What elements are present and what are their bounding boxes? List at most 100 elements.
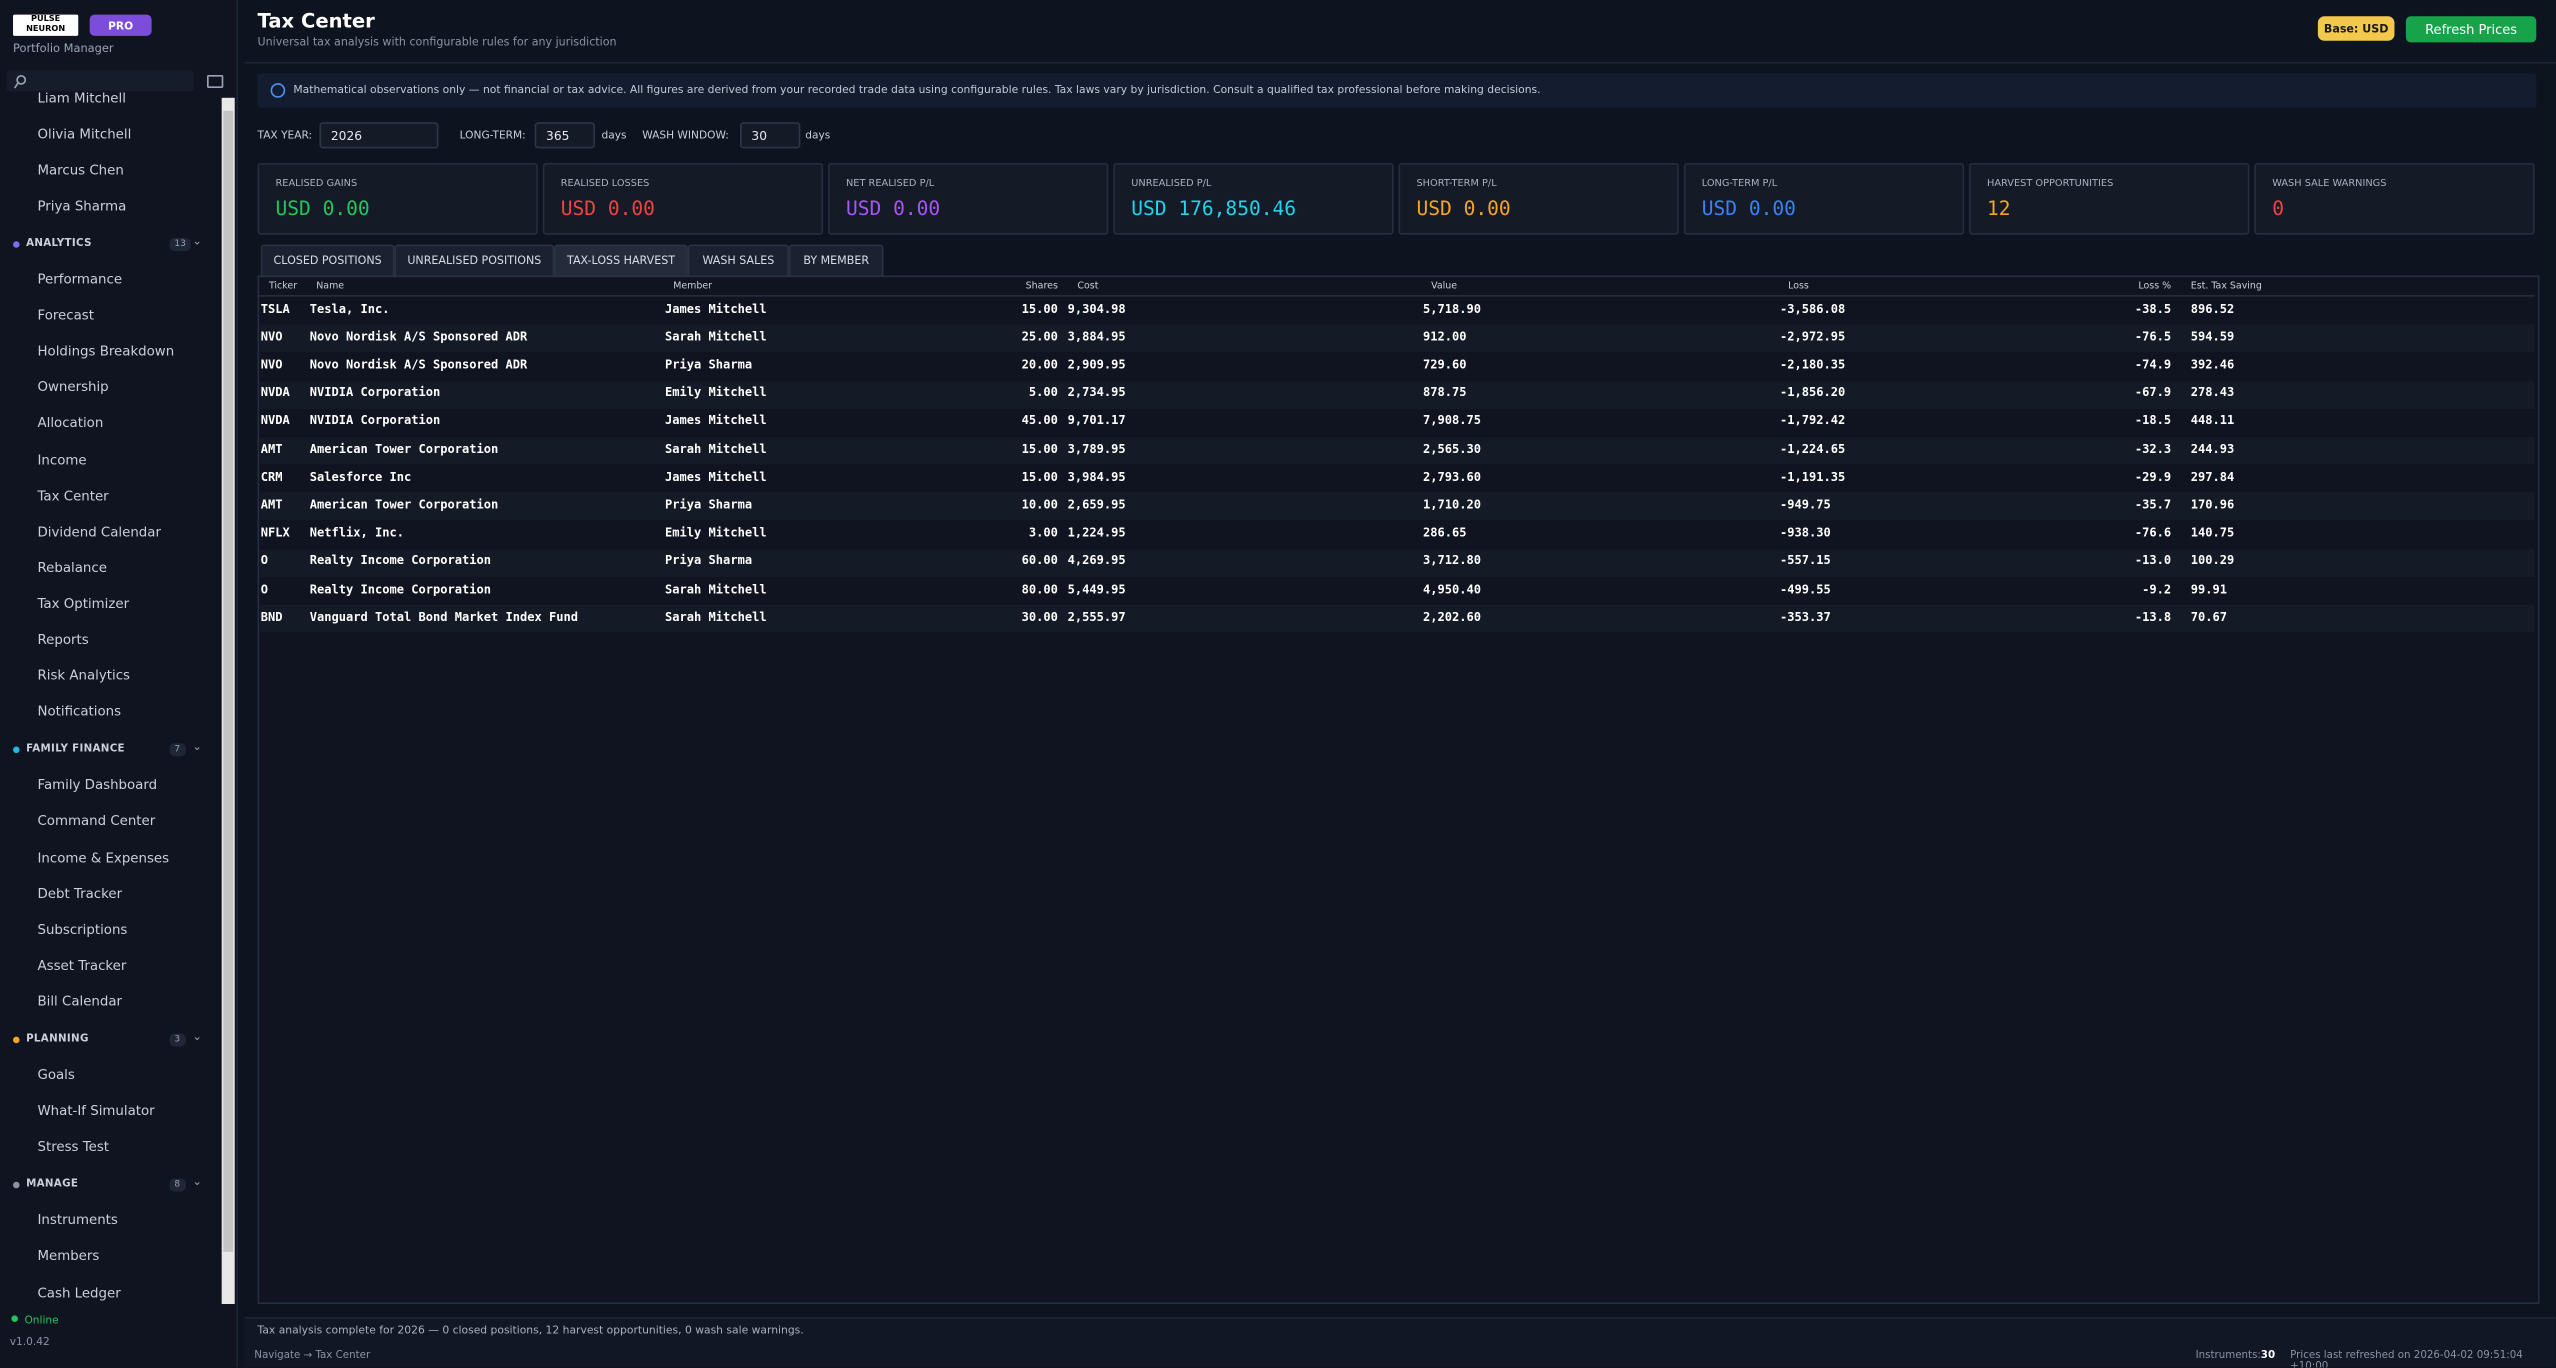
sidebar: PULSE NEURON PRO Portfolio Manager Onlin…: [0, 0, 238, 1368]
table-cell: 3,884.95: [1067, 328, 1126, 344]
nav-item[interactable]: Cash Ledger: [23, 1284, 120, 1300]
nav-item[interactable]: Allocation: [23, 415, 103, 431]
base-currency[interactable]: Base: USD: [2317, 16, 2395, 41]
table-cell: AMT: [260, 440, 283, 456]
table-cell: NVIDIA Corporation: [309, 412, 441, 428]
notice: Mathematical observations only — not fin…: [293, 83, 1541, 97]
nav-item[interactable]: Debt Tracker: [23, 884, 122, 900]
nav-item[interactable]: Dividend Calendar: [23, 523, 160, 539]
tab[interactable]: UNREALISED POSITIONS: [394, 244, 555, 278]
section-dot: [13, 240, 20, 247]
nav-item[interactable]: Bill Calendar: [23, 992, 122, 1008]
table-cell: -38.5: [2134, 300, 2172, 316]
nav-item[interactable]: Subscriptions: [23, 920, 128, 936]
tab[interactable]: WASH SALES: [687, 244, 789, 278]
nav-item[interactable]: Liam Mitchell: [23, 90, 125, 106]
section-header[interactable]: PLANNING: [13, 1033, 89, 1045]
nav-label: Goals: [37, 1066, 75, 1083]
table-cell: BND: [260, 609, 283, 624]
nav-item[interactable]: Income: [23, 450, 87, 467]
kpi-value: USD 176,850.46: [1131, 197, 1297, 221]
divider: [244, 61, 2556, 64]
nav-item[interactable]: Members: [23, 1248, 99, 1264]
table-cell: 2,555.97: [1067, 609, 1126, 624]
long-term-input[interactable]: 365: [534, 122, 595, 149]
nav-item[interactable]: Tax Optimizer: [23, 595, 129, 611]
search-box[interactable]: [6, 70, 194, 92]
table-cell: -74.9: [2134, 356, 2172, 372]
tab[interactable]: BY MEMBER: [788, 244, 884, 278]
table-cell: 15.00: [1021, 468, 1058, 484]
kpi-card: SHORT-TERM P/L USD 0.00: [1398, 163, 1679, 235]
scrollbar: [221, 97, 235, 1304]
nav-label: Forecast: [37, 306, 94, 323]
nav-item[interactable]: Rebalance: [23, 558, 107, 576]
page-title: Tax Center: [257, 9, 375, 33]
nav-item[interactable]: Marcus Chen: [23, 161, 124, 178]
table-cell: 100.29: [2190, 553, 2235, 568]
chevron[interactable]: ⌄: [192, 740, 202, 754]
nav-item[interactable]: Goals: [23, 1066, 75, 1083]
nav-item[interactable]: Holdings Breakdown: [23, 343, 174, 359]
chevron[interactable]: ⌄: [192, 234, 202, 248]
nav-item[interactable]: Family Dashboard: [23, 776, 157, 792]
nav-item[interactable]: Priya Sharma: [23, 197, 126, 213]
table-cell: NVO: [260, 356, 283, 372]
section-header[interactable]: FAMILY FINANCE: [13, 744, 125, 755]
table-cell: NVDA: [260, 384, 290, 400]
table-cell: 878.75: [1422, 384, 1467, 400]
section-header[interactable]: MANAGE: [13, 1179, 78, 1190]
nav-item[interactable]: What-If Simulator: [23, 1102, 154, 1118]
nav-item[interactable]: Stress Test: [23, 1138, 109, 1154]
nav-label: Reports: [37, 630, 89, 648]
nav-label: Marcus Chen: [37, 161, 124, 178]
table-panel: [257, 275, 2540, 1305]
table-cell: O: [260, 553, 269, 568]
nav-label: Olivia Mitchell: [37, 125, 132, 142]
pro-badge: PRO: [89, 14, 152, 36]
nav-item[interactable]: Command Center: [23, 812, 155, 828]
section-header[interactable]: ANALYTICS: [13, 238, 92, 249]
kpi-value: USD 0.00: [275, 197, 370, 221]
nav-item[interactable]: Risk Analytics: [23, 667, 130, 683]
table-cell: James Mitchell: [665, 468, 767, 484]
table-cell: -949.75: [1779, 496, 1831, 512]
table-cell: 9,701.17: [1067, 412, 1126, 428]
nav-item[interactable]: Income & Expenses: [23, 848, 169, 864]
kpi-value: USD 0.00: [560, 197, 655, 221]
scroll-thumb[interactable]: [223, 110, 234, 1252]
nav-item[interactable]: Reports: [23, 630, 89, 648]
nav-item[interactable]: Performance: [23, 271, 122, 287]
section-title: ANALYTICS: [26, 237, 92, 250]
nav-item[interactable]: Ownership: [23, 379, 109, 395]
chevron[interactable]: ⌄: [192, 1175, 202, 1189]
instruments-label: Instruments:: [2195, 1349, 2261, 1362]
tab[interactable]: TAX-LOSS HARVEST: [554, 244, 688, 278]
table-cell: -2,180.35: [1779, 356, 1846, 372]
nav-label: Debt Tracker: [37, 884, 123, 901]
nav-item[interactable]: Olivia Mitchell: [23, 126, 131, 142]
nav-label: Tax Optimizer: [37, 594, 130, 612]
chevron[interactable]: ⌄: [192, 1030, 202, 1044]
column-header: Shares: [1025, 281, 1058, 292]
nav-item[interactable]: Asset Tracker: [23, 956, 126, 972]
table-cell: James Mitchell: [665, 412, 767, 428]
nav-item[interactable]: Instruments: [23, 1212, 117, 1228]
wash-input[interactable]: 30: [740, 122, 801, 149]
nav-item[interactable]: Forecast: [23, 306, 94, 323]
nav-label: Rebalance: [37, 558, 107, 576]
tax-year-select[interactable]: 2026: [319, 122, 439, 149]
table-cell: -1,224.65: [1779, 440, 1846, 456]
nav-item[interactable]: Tax Center: [23, 487, 109, 503]
nav-label: Income: [37, 450, 87, 467]
refresh-button[interactable]: Refresh Prices: [2405, 16, 2537, 43]
nav-item[interactable]: Notifications: [23, 703, 121, 719]
table-header-line: [259, 295, 2535, 297]
table-cell: 10.00: [1021, 496, 1058, 512]
kpi-value: USD 0.00: [1416, 197, 1511, 221]
collapse-button[interactable]: [207, 74, 224, 89]
table-cell: Realty Income Corporation: [309, 581, 492, 596]
table-cell: Sarah Mitchell: [665, 440, 767, 456]
tab[interactable]: CLOSED POSITIONS: [260, 244, 395, 278]
row-background: [259, 380, 2535, 409]
